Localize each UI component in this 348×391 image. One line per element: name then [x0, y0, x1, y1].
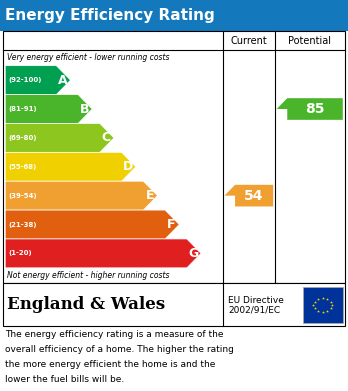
Polygon shape: [5, 239, 201, 268]
Text: D: D: [123, 160, 133, 173]
Text: (92-100): (92-100): [8, 77, 41, 83]
Polygon shape: [277, 98, 343, 120]
Text: A: A: [58, 74, 68, 87]
Polygon shape: [5, 181, 157, 210]
Polygon shape: [5, 210, 179, 239]
Polygon shape: [5, 152, 136, 181]
Text: the more energy efficient the home is and the: the more energy efficient the home is an…: [5, 360, 216, 369]
Bar: [3, 283, 345, 326]
Polygon shape: [5, 95, 92, 124]
Text: Energy Efficiency Rating: Energy Efficiency Rating: [5, 8, 215, 23]
Polygon shape: [5, 66, 70, 95]
Bar: [303, 287, 343, 323]
Text: (81-91): (81-91): [8, 106, 37, 112]
Text: (21-38): (21-38): [8, 222, 37, 228]
Text: (39-54): (39-54): [8, 193, 37, 199]
Text: C: C: [102, 131, 111, 144]
Text: The energy efficiency rating is a measure of the: The energy efficiency rating is a measur…: [5, 330, 224, 339]
Text: Not energy efficient - higher running costs: Not energy efficient - higher running co…: [7, 271, 169, 280]
Polygon shape: [5, 124, 114, 152]
Text: lower the fuel bills will be.: lower the fuel bills will be.: [5, 375, 125, 384]
Text: B: B: [80, 102, 89, 115]
Text: (69-80): (69-80): [8, 135, 37, 141]
Text: F: F: [167, 218, 176, 231]
Text: England & Wales: England & Wales: [7, 296, 165, 314]
Text: overall efficiency of a home. The higher the rating: overall efficiency of a home. The higher…: [5, 345, 234, 354]
Text: EU Directive: EU Directive: [228, 296, 284, 305]
Text: 54: 54: [244, 188, 264, 203]
Bar: [0, 0, 348, 31]
Polygon shape: [224, 185, 273, 206]
Text: Current: Current: [230, 36, 267, 46]
Text: (55-68): (55-68): [8, 164, 36, 170]
Text: E: E: [145, 189, 154, 202]
Text: (1-20): (1-20): [8, 250, 32, 256]
Text: 2002/91/EC: 2002/91/EC: [228, 306, 280, 315]
Text: Very energy efficient - lower running costs: Very energy efficient - lower running co…: [7, 53, 169, 63]
Text: Potential: Potential: [288, 36, 331, 46]
Text: G: G: [188, 247, 198, 260]
Bar: [3, 31, 345, 283]
Text: 85: 85: [305, 102, 325, 116]
